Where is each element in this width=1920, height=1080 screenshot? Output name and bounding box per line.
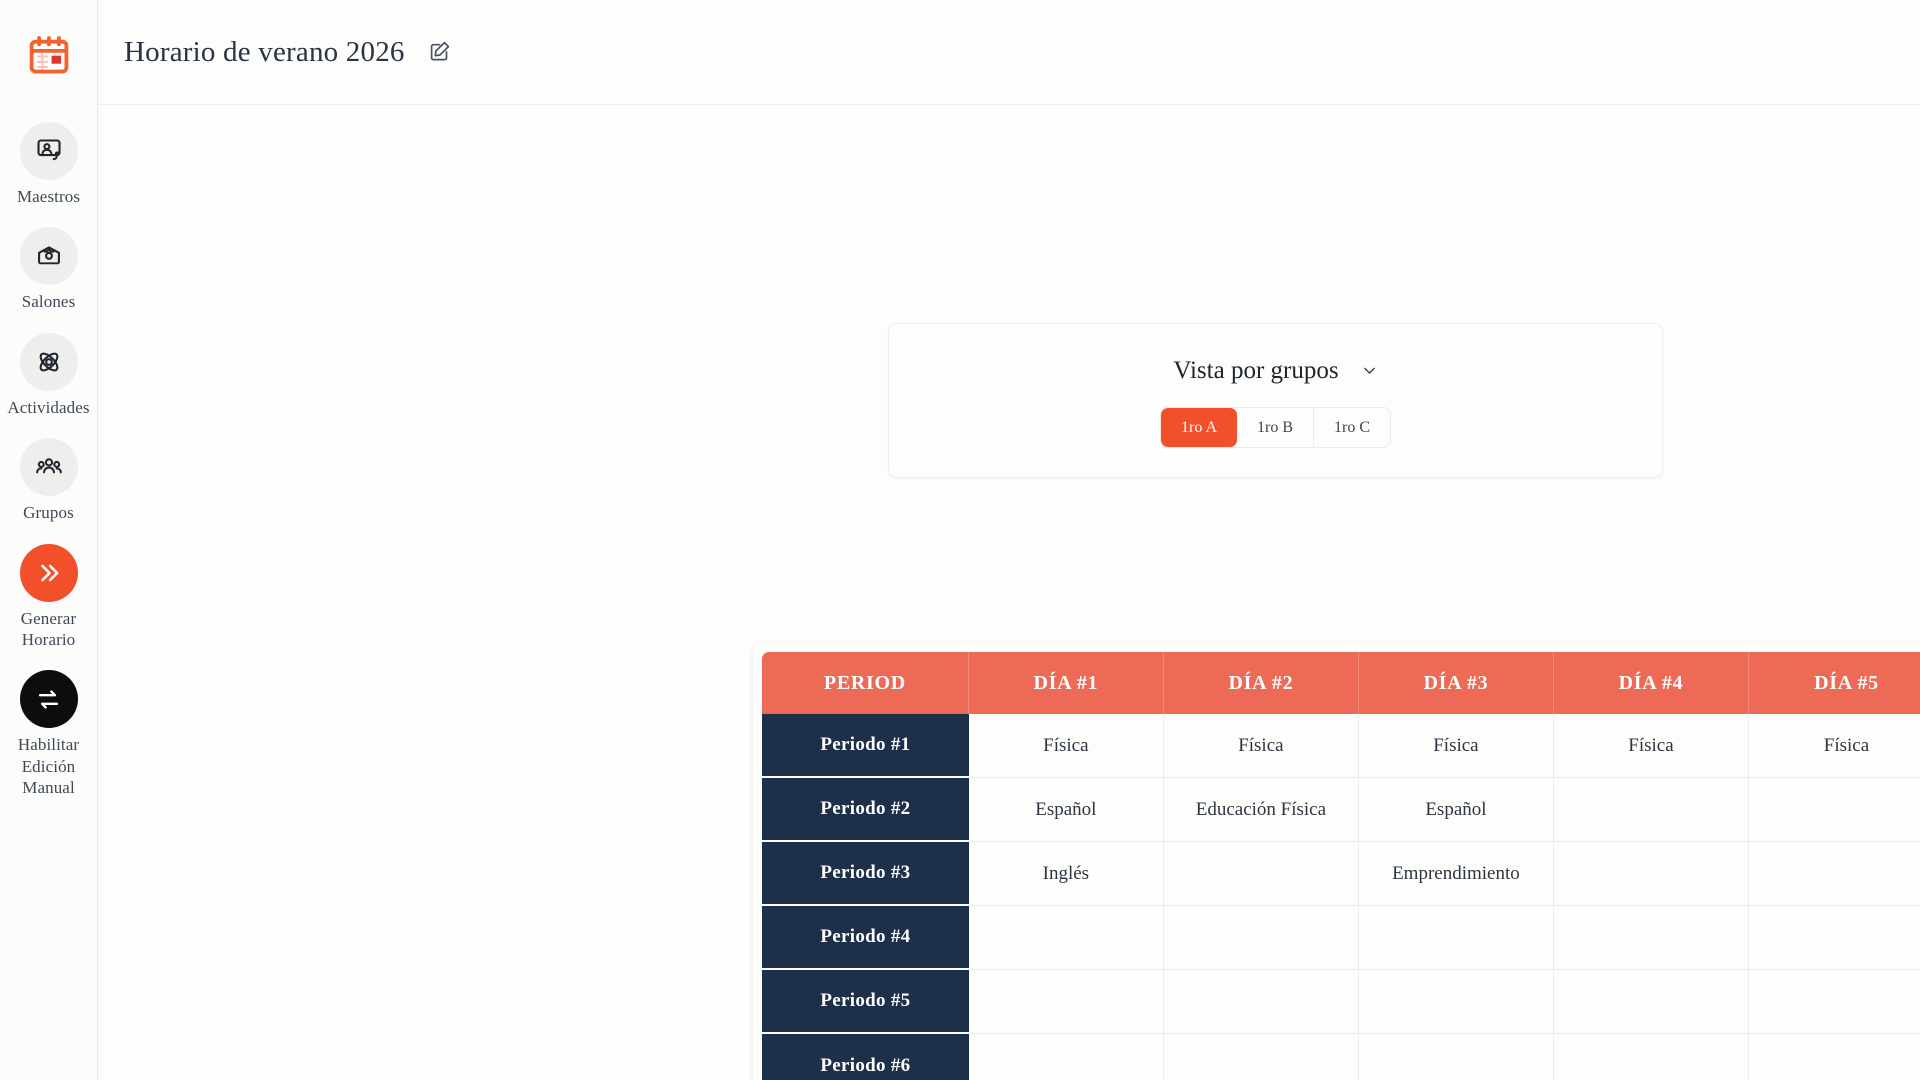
schedule-cell[interactable]	[1748, 778, 1920, 842]
schedule-table-body: Periodo #1 Física Física Física Física F…	[762, 714, 1920, 1080]
chevron-down-icon	[1361, 362, 1378, 379]
schedule-table-card: PERIOD DÍA #1 DÍA #2 DÍA #3 DÍA #4 DÍA #…	[753, 643, 1920, 1080]
period-label: Periodo #2	[762, 778, 969, 842]
calendar-icon	[26, 34, 72, 78]
schedule-cell[interactable]	[1163, 970, 1359, 1034]
schedule-cell[interactable]	[1553, 842, 1749, 906]
schedule-cell[interactable]	[1553, 1034, 1749, 1080]
schedule-cell[interactable]: Educación Física	[1163, 778, 1359, 842]
sidebar-item-habilitar-edicion-manual[interactable]: Habilitar Edición Manual	[0, 670, 98, 798]
swap-arrows-icon	[19, 670, 78, 729]
schedule-cell[interactable]	[968, 906, 1164, 970]
schedule-cell[interactable]: Español	[968, 778, 1164, 842]
sidebar-item-label: Maestros	[16, 187, 81, 206]
view-mode-dropdown[interactable]: Vista por grupos	[1173, 357, 1377, 385]
atom-icon	[19, 332, 78, 391]
schedule-cell[interactable]	[1358, 906, 1554, 970]
content-area: Vista por grupos 1ro A 1ro B 1ro C	[98, 105, 1920, 1080]
classroom-icon	[19, 227, 78, 286]
people-group-icon	[19, 438, 78, 497]
group-tab-1ro-a[interactable]: 1ro A	[1161, 407, 1237, 448]
period-label: Periodo #4	[762, 906, 969, 970]
table-row: Periodo #4	[762, 906, 1920, 970]
sidebar-item-label: Habilitar Edición Manual	[17, 735, 80, 798]
group-tab-1ro-c[interactable]: 1ro C	[1314, 408, 1390, 448]
column-header-dia-2: DÍA #2	[1163, 652, 1359, 714]
schedule-cell[interactable]	[1553, 778, 1749, 842]
topbar: Horario de verano 2026	[98, 0, 1920, 105]
table-header-row: PERIOD DÍA #1 DÍA #2 DÍA #3 DÍA #4 DÍA #…	[762, 652, 1920, 714]
sidebar-item-grupos[interactable]: Grupos	[0, 438, 98, 523]
table-row: Periodo #2 Español Educación Física Espa…	[762, 778, 1920, 842]
group-tab-1ro-b[interactable]: 1ro B	[1237, 407, 1314, 448]
sidebar-item-generar-horario[interactable]: Generar Horario	[0, 543, 98, 651]
sidebar-item-actividades[interactable]: Actividades	[0, 332, 98, 418]
table-row: Periodo #6	[762, 1034, 1920, 1080]
edit-pencil-icon	[428, 39, 452, 66]
sidebar-item-label: Grupos	[23, 503, 74, 523]
period-label: Periodo #6	[762, 1034, 969, 1080]
schedule-cell[interactable]: Emprendimiento	[1358, 842, 1554, 906]
schedule-cell[interactable]	[1553, 906, 1749, 970]
edit-title-button[interactable]	[427, 39, 453, 65]
sidebar-item-label: Generar Horario	[20, 608, 77, 650]
schedule-cell[interactable]	[1163, 906, 1359, 970]
schedule-cell[interactable]: Física	[1163, 714, 1359, 778]
schedule-cell[interactable]	[1163, 842, 1359, 906]
schedule-cell[interactable]	[1553, 970, 1749, 1034]
schedule-cell[interactable]: Física	[1553, 714, 1749, 778]
column-header-period: PERIOD	[762, 652, 969, 714]
schedule-cell[interactable]	[1748, 842, 1920, 906]
teacher-card-icon	[19, 122, 78, 180]
schedule-cell[interactable]	[1748, 1034, 1920, 1080]
schedule-cell[interactable]	[1358, 1034, 1554, 1080]
table-row: Periodo #1 Física Física Física Física F…	[762, 714, 1920, 778]
table-row: Periodo #5	[762, 970, 1920, 1034]
column-header-dia-5: DÍA #5	[1748, 652, 1920, 714]
period-label: Periodo #3	[762, 842, 969, 906]
main-area: Horario de verano 2026 Vista por grupos	[98, 0, 1920, 1080]
schedule-cell[interactable]: Español	[1358, 778, 1554, 842]
group-tab-list: 1ro A 1ro B 1ro C	[1160, 406, 1391, 449]
sidebar: Maestros Salones	[0, 0, 98, 1080]
app-logo[interactable]	[0, 10, 98, 102]
schedule-cell[interactable]: Inglés	[968, 842, 1164, 906]
view-mode-label: Vista por grupos	[1173, 356, 1339, 384]
schedule-cell[interactable]: Física	[1748, 714, 1920, 778]
schedule-cell[interactable]: Física	[1358, 714, 1554, 778]
view-selector-card: Vista por grupos 1ro A 1ro B 1ro C	[888, 323, 1663, 478]
double-chevron-right-icon	[19, 543, 78, 602]
period-label: Periodo #1	[762, 714, 969, 778]
schedule-cell[interactable]: Física	[968, 714, 1164, 778]
schedule-cell[interactable]	[1358, 970, 1554, 1034]
schedule-cell[interactable]	[1748, 906, 1920, 970]
sidebar-item-maestros[interactable]: Maestros	[0, 122, 98, 207]
column-header-dia-3: DÍA #3	[1358, 652, 1554, 714]
table-row: Periodo #3 Inglés Emprendimiento	[762, 842, 1920, 906]
column-header-dia-1: DÍA #1	[968, 652, 1164, 714]
schedule-table-head: PERIOD DÍA #1 DÍA #2 DÍA #3 DÍA #4 DÍA #…	[762, 652, 1920, 714]
sidebar-item-label: Salones	[21, 292, 76, 312]
schedule-cell[interactable]	[968, 970, 1164, 1034]
schedule-table: PERIOD DÍA #1 DÍA #2 DÍA #3 DÍA #4 DÍA #…	[762, 652, 1920, 1080]
schedule-cell[interactable]	[1748, 970, 1920, 1034]
page-title: Horario de verano 2026	[124, 35, 405, 68]
period-label: Periodo #5	[762, 970, 969, 1034]
schedule-cell[interactable]	[1163, 1034, 1359, 1080]
schedule-cell[interactable]	[968, 1034, 1164, 1080]
sidebar-item-salones[interactable]: Salones	[0, 227, 98, 312]
column-header-dia-4: DÍA #4	[1553, 652, 1749, 714]
sidebar-item-label: Actividades	[7, 397, 90, 417]
